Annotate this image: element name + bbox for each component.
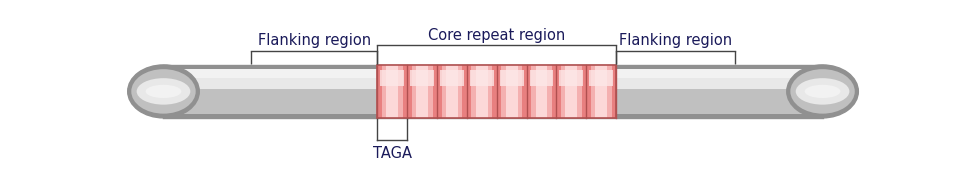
Bar <box>439 70 463 86</box>
Bar <box>441 65 462 118</box>
Bar <box>377 65 615 118</box>
Bar <box>411 65 432 118</box>
Ellipse shape <box>795 78 849 105</box>
Bar <box>446 65 457 118</box>
Ellipse shape <box>136 78 190 105</box>
Bar <box>530 65 552 118</box>
Ellipse shape <box>131 69 195 114</box>
Ellipse shape <box>803 85 840 98</box>
Bar <box>377 65 615 118</box>
Bar <box>476 65 487 118</box>
Bar <box>529 70 553 86</box>
Bar <box>558 70 582 86</box>
Bar <box>505 65 517 118</box>
Text: TAGA: TAGA <box>373 146 411 161</box>
Bar <box>409 70 433 86</box>
Ellipse shape <box>790 69 854 114</box>
Bar <box>471 65 492 118</box>
Bar <box>595 65 606 118</box>
Bar <box>535 65 547 118</box>
Bar <box>499 70 523 86</box>
Bar <box>163 69 822 114</box>
Bar <box>163 65 822 118</box>
Text: Flanking region: Flanking region <box>619 33 731 48</box>
Bar <box>501 65 522 118</box>
Bar <box>380 70 404 86</box>
Text: Core repeat region: Core repeat region <box>428 28 565 43</box>
Bar <box>590 65 611 118</box>
Ellipse shape <box>786 65 857 118</box>
Bar <box>416 65 428 118</box>
Bar <box>163 70 822 89</box>
Bar <box>163 69 822 78</box>
Text: Flanking region: Flanking region <box>258 33 370 48</box>
Bar <box>469 70 493 86</box>
Ellipse shape <box>128 65 199 118</box>
Bar <box>386 65 398 118</box>
Bar <box>565 65 577 118</box>
Ellipse shape <box>145 85 182 98</box>
Bar <box>588 70 612 86</box>
Bar <box>382 65 403 118</box>
Bar <box>560 65 581 118</box>
